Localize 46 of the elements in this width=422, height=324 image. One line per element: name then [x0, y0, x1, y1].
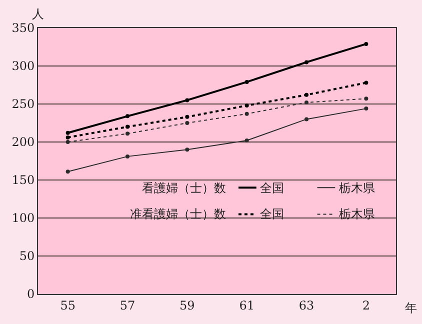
y-tick-label: 350: [12, 21, 35, 36]
point: [126, 132, 130, 136]
y-tick-label: 300: [12, 59, 35, 74]
point: [304, 100, 308, 104]
point: [185, 121, 190, 125]
point: [185, 114, 190, 119]
point: [185, 148, 190, 152]
point: [66, 140, 70, 144]
legend-label: 栃木県: [339, 181, 375, 195]
x-tick-label: 55: [60, 298, 76, 312]
y-tick-label: 0: [26, 287, 35, 302]
point: [304, 92, 308, 97]
point: [304, 117, 308, 122]
y-tick-label: 100: [12, 211, 35, 226]
y-axis-title: 人: [32, 7, 44, 21]
y-tick-label: 250: [12, 97, 35, 112]
legend-label: 栃木県: [339, 207, 375, 221]
x-tick-label: 61: [239, 298, 254, 312]
point: [244, 138, 249, 142]
point: [244, 104, 249, 108]
point: [185, 98, 190, 102]
point: [66, 130, 70, 135]
point: [364, 106, 368, 111]
legend-label: 全国: [260, 207, 284, 221]
x-tick-label: 2: [362, 298, 370, 312]
x-tick-label: 59: [180, 298, 195, 312]
y-tick-label: 50: [19, 249, 35, 264]
point: [244, 80, 249, 84]
legend-label: 全国: [260, 181, 284, 195]
annotation: 准看護婦（士）数: [130, 207, 226, 221]
x-tick-label: 63: [298, 298, 314, 312]
x-axis-title: 年: [405, 301, 417, 315]
point: [244, 112, 249, 116]
point: [364, 96, 368, 101]
point: [364, 42, 368, 46]
x-tick-label: 57: [120, 298, 136, 312]
point: [66, 170, 70, 174]
point: [304, 60, 308, 64]
y-tick-label: 200: [12, 135, 35, 150]
point: [126, 154, 130, 158]
point: [126, 124, 130, 129]
y-tick-label: 150: [12, 173, 35, 188]
point: [66, 135, 70, 140]
point: [364, 80, 368, 85]
annotation: 看護婦（士）数: [142, 181, 226, 195]
point: [126, 114, 130, 118]
